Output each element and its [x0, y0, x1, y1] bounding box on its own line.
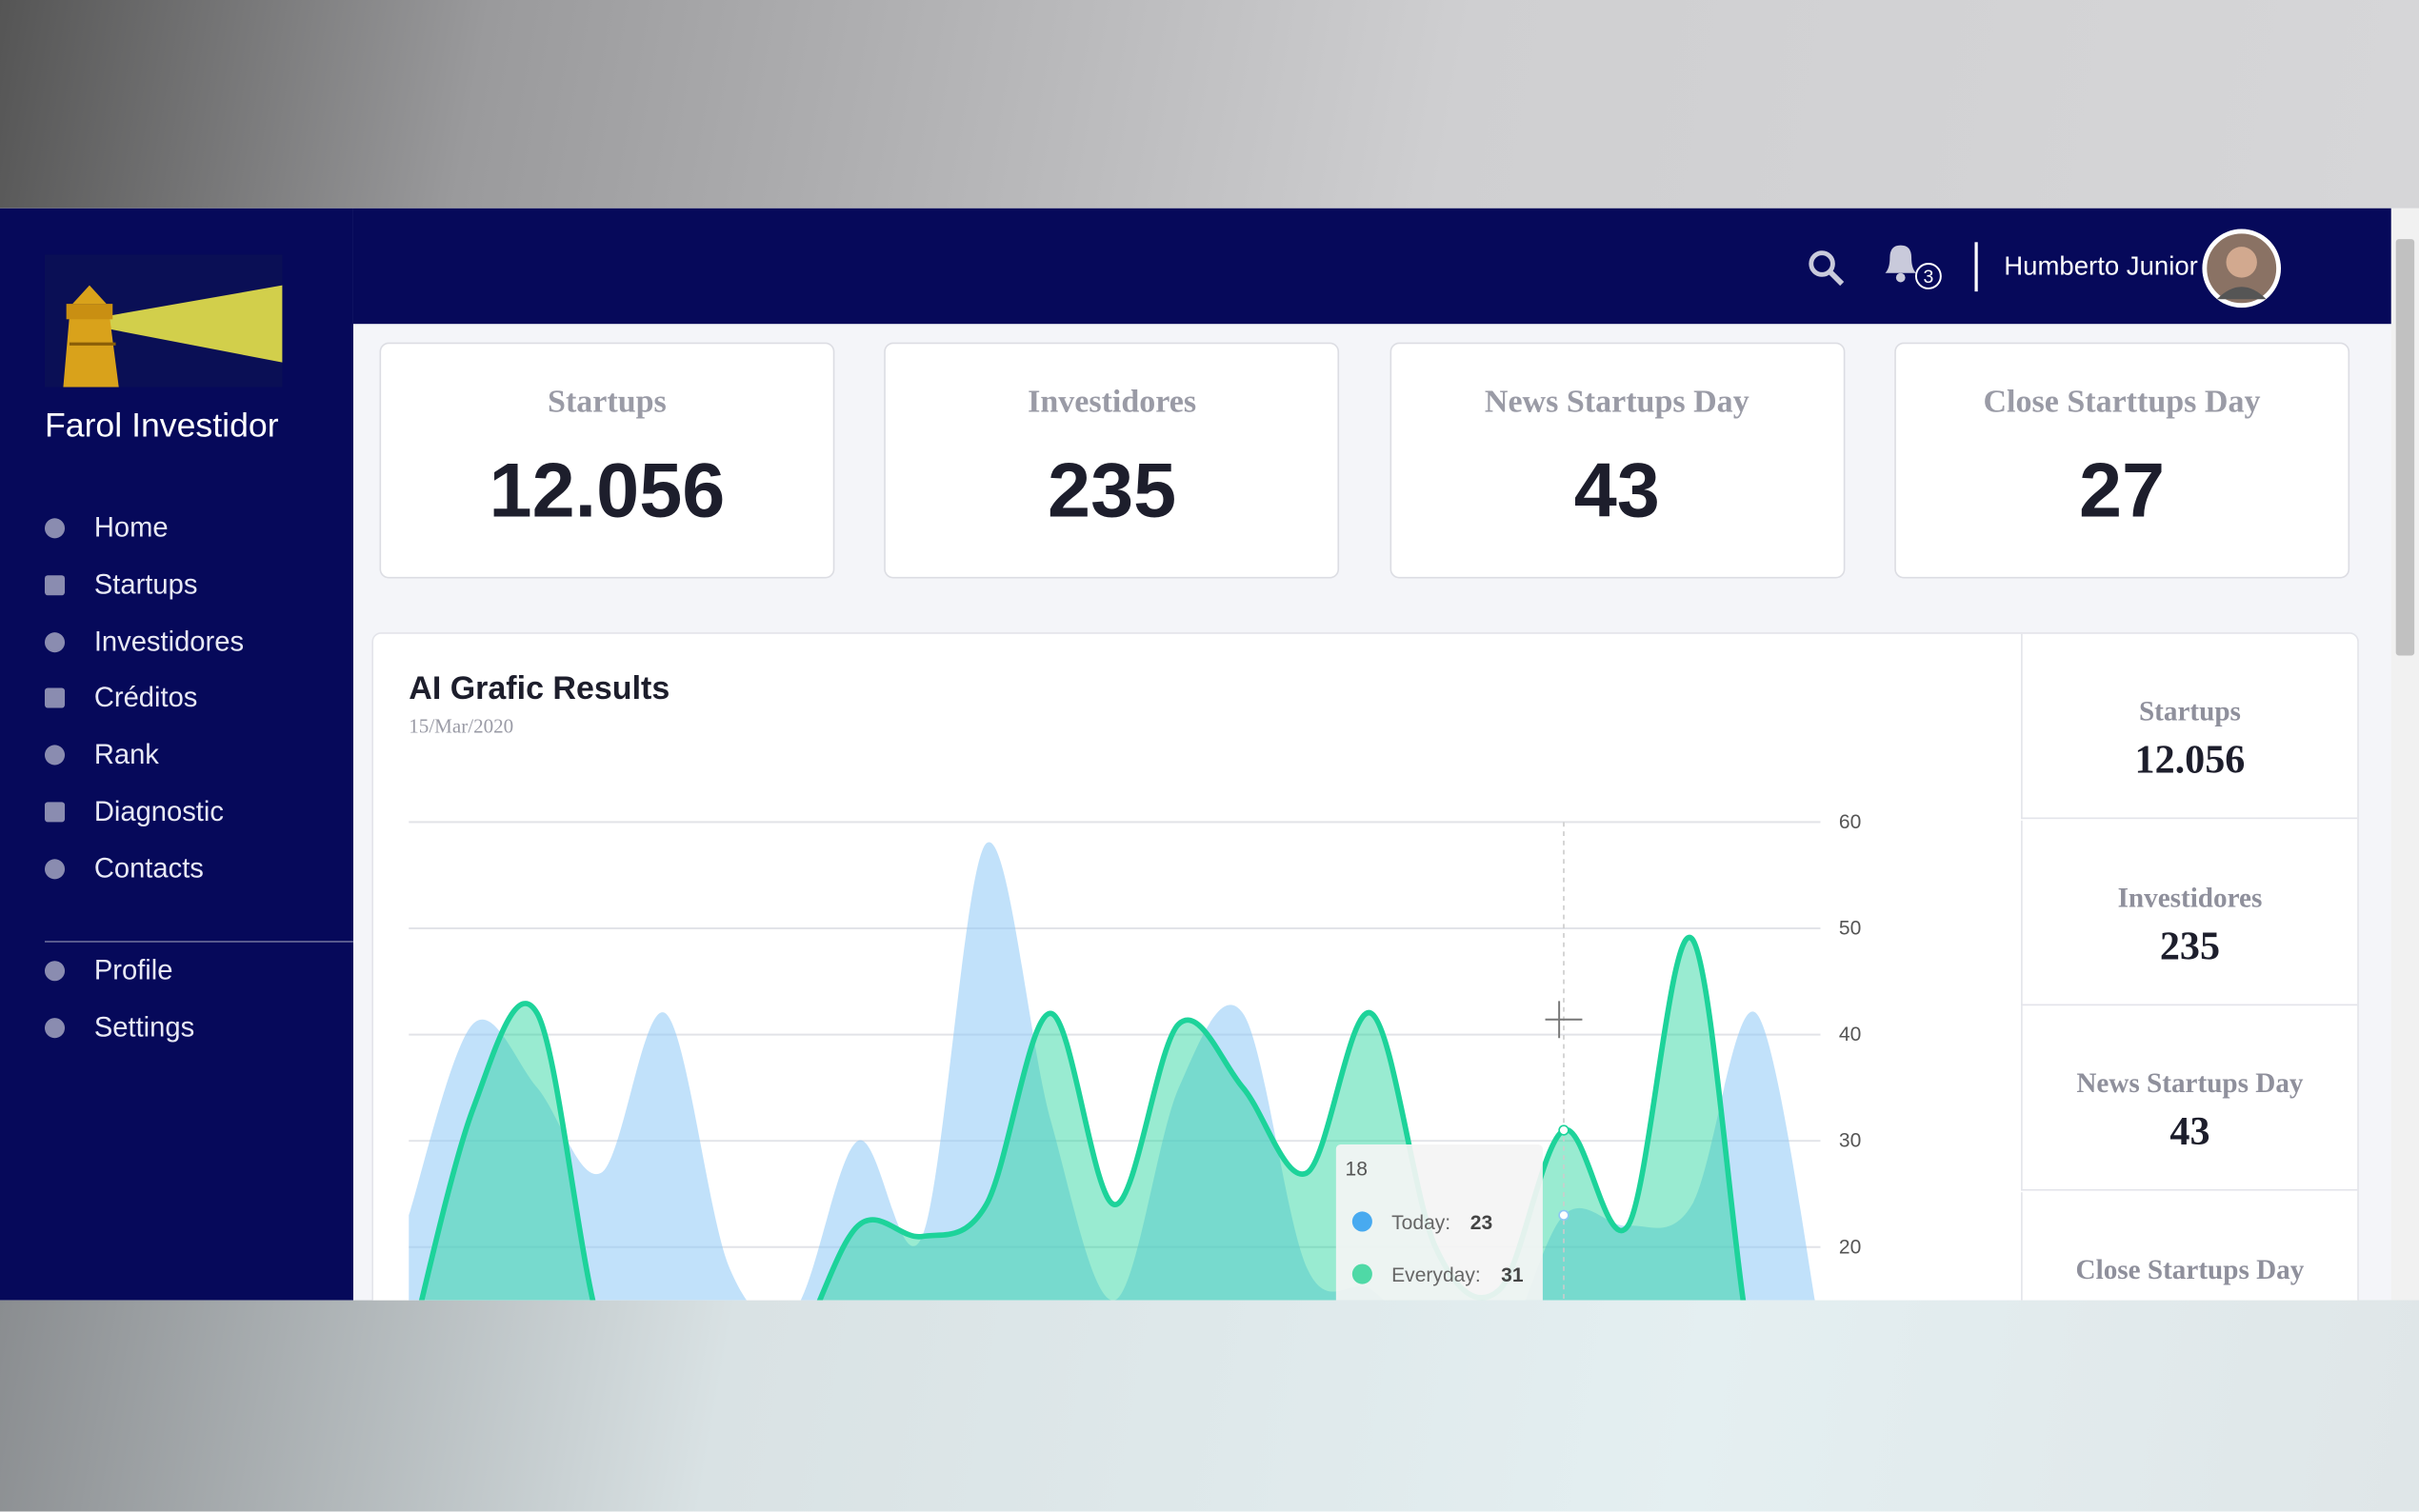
stat-card: News Startups Day 43: [1389, 342, 1845, 579]
app-window: Farol Investidor Home Startups Investidore…: [0, 208, 2419, 1301]
menu-icon: [44, 688, 66, 709]
menu-item[interactable]: Rank: [93, 739, 159, 770]
tooltip-marker: [1351, 1211, 1372, 1232]
menu-item[interactable]: Profile: [93, 954, 173, 986]
menu-icon: [44, 631, 66, 652]
tooltip-label: Today:: [1391, 1212, 1450, 1234]
hover-point: [1558, 1209, 1569, 1221]
notification-count: 3: [1923, 267, 1933, 288]
brand-name[interactable]: Farol Investidor: [44, 406, 279, 445]
tooltip-title: 18: [1346, 1158, 1368, 1180]
menu-icon: [44, 802, 66, 823]
menu-item[interactable]: Créditos: [93, 682, 198, 714]
y-tick-label: 40: [1839, 1024, 1861, 1045]
menu-icon: [44, 961, 66, 982]
side-stat-label: Close Startups Day: [2075, 1253, 2305, 1284]
divider: [44, 941, 353, 943]
side-stat-value: 12.056: [2134, 737, 2246, 783]
side-stat-label: Investidores: [2117, 881, 2263, 913]
stat-value: 27: [2078, 447, 2166, 534]
stat-card: Startups 12.056: [379, 342, 835, 579]
header: 3 Humberto Junior: [352, 208, 2391, 325]
scrollbar[interactable]: [2390, 208, 2419, 1301]
chart-title: AI Grafic Results: [409, 670, 670, 706]
menu-icon: [44, 858, 66, 880]
scroll-thumb[interactable]: [2395, 239, 2415, 656]
notification-icon[interactable]: 3: [1881, 242, 1943, 291]
menu-item[interactable]: Contacts: [93, 852, 204, 884]
menu-item[interactable]: Settings: [93, 1011, 195, 1044]
side-stat-value: 235: [2159, 923, 2221, 968]
side-stat: Investidores 235: [2021, 819, 2358, 1005]
tooltip-value: 23: [1470, 1212, 1492, 1234]
side-stat: Startups 12.056: [2021, 633, 2358, 820]
tooltip: [1335, 1144, 1543, 1301]
side-stat-label: News Startups Day: [2076, 1066, 2304, 1099]
background: [0, 1300, 2419, 1512]
menu-icon: [44, 1018, 66, 1039]
stat-label: News Startups Day: [1484, 382, 1749, 420]
cursor: [1545, 1001, 1583, 1039]
y-tick-label: 20: [1839, 1236, 1861, 1258]
background: [0, 0, 2419, 209]
chart: AI Grafic Results 15/Mar/2020 20 30 40 50 60…: [409, 670, 1861, 1301]
side-stat-value: 43: [2169, 1108, 2210, 1154]
y-tick-label: 30: [1839, 1130, 1861, 1152]
menu-item[interactable]: Startups: [93, 568, 198, 600]
stat-card: Investidores 235: [884, 342, 1340, 579]
search-icon[interactable]: [1807, 249, 1847, 288]
divider: [1974, 242, 1978, 292]
chart-subtitle: 15/Mar/2020: [409, 714, 513, 737]
area: [409, 842, 1815, 1301]
sidebar: Farol Investidor Home Startups Investidore…: [0, 208, 353, 1301]
stat-value: 43: [1573, 447, 1660, 534]
line: [418, 934, 1747, 1301]
y-tick-label: 60: [1839, 811, 1861, 833]
menu-item[interactable]: Investidores: [93, 626, 245, 657]
side-stat: News Startups Day 43: [2021, 1005, 2358, 1191]
tooltip-value: 31: [1501, 1264, 1524, 1286]
menu-item[interactable]: Diagnostic: [93, 795, 224, 827]
menu-item[interactable]: Home: [93, 511, 169, 544]
stat-value: 235: [1048, 447, 1177, 534]
logo: [44, 254, 283, 388]
tooltip-marker: [1351, 1263, 1372, 1284]
user-name[interactable]: Humberto Junior: [2004, 251, 2198, 281]
stat-card: Close Starttups Day 27: [1894, 342, 2349, 579]
stat-value: 12.056: [489, 447, 726, 534]
menu-icon: [44, 574, 66, 595]
tooltip-label: Everyday:: [1391, 1264, 1481, 1286]
avatar[interactable]: [2202, 229, 2282, 308]
stat-label: Investidores: [1028, 382, 1197, 420]
side-stat-label: Startups: [2138, 695, 2241, 726]
side-stat: Close Startups Day: [2021, 1191, 2357, 1301]
menu-icon: [44, 518, 66, 539]
stat-label: Close Starttups Day: [1983, 382, 2261, 420]
stat-label: Startups: [548, 382, 667, 420]
y-tick-label: 50: [1839, 917, 1861, 939]
hover-point: [1558, 1124, 1569, 1136]
menu-icon: [44, 745, 66, 766]
